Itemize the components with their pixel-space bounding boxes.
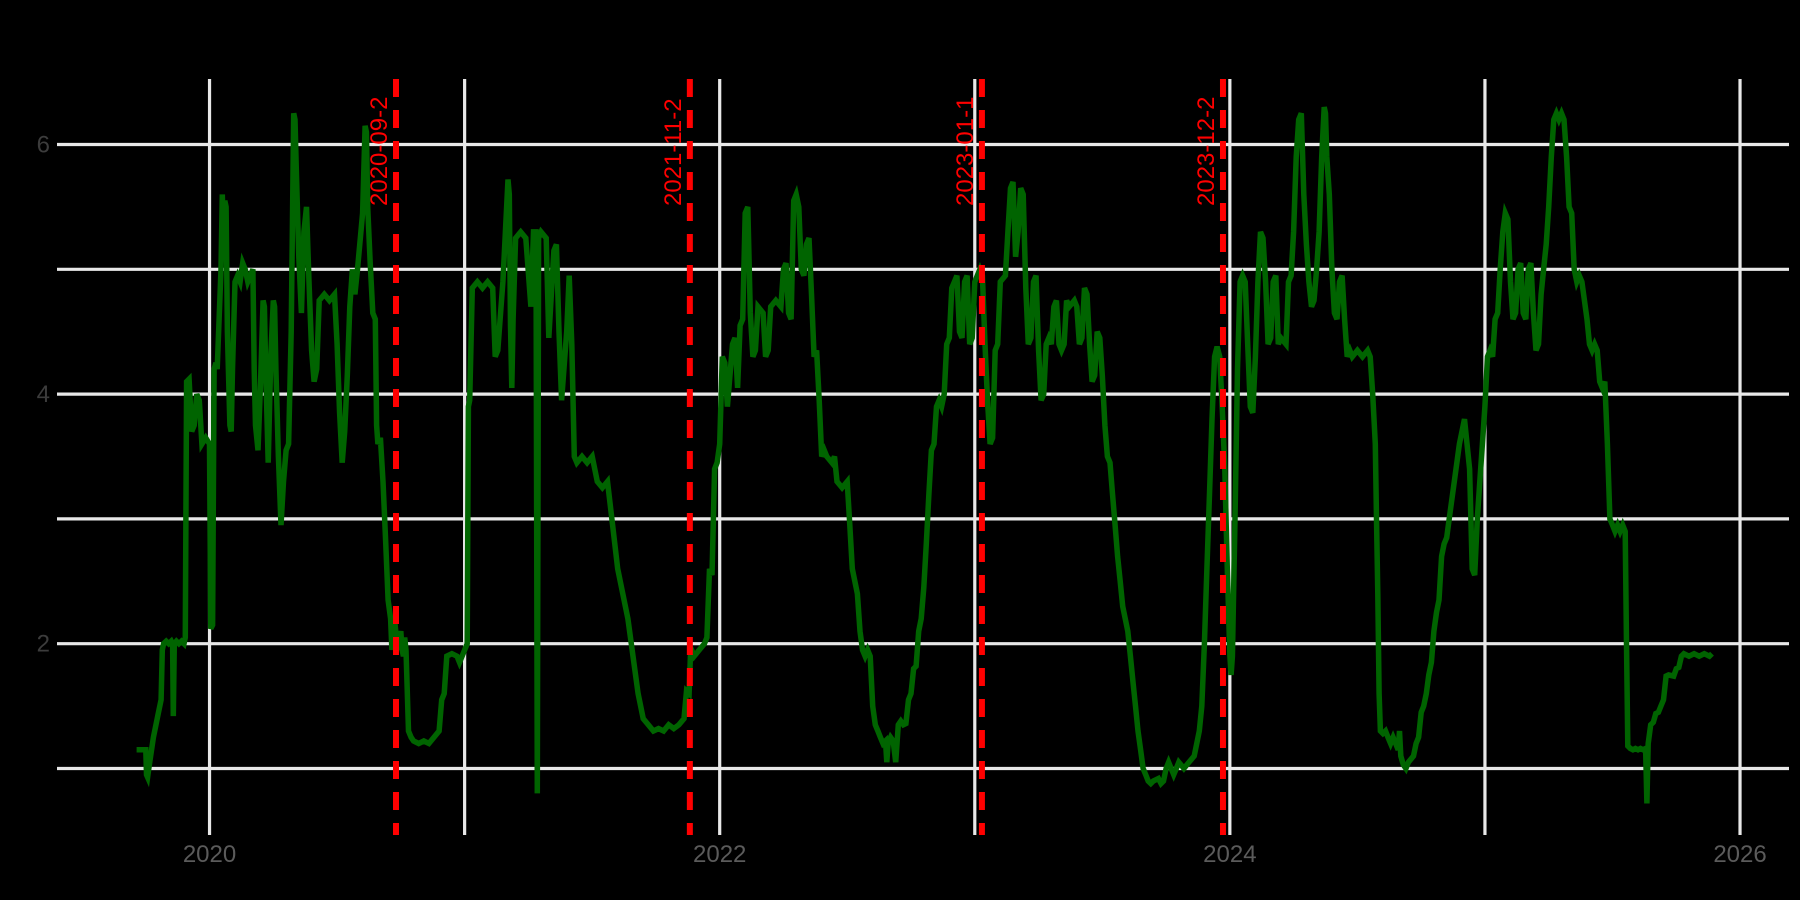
x-tick-label: 2026 (1713, 841, 1766, 868)
y-tick-label: 6 (37, 132, 50, 159)
x-tick-label: 2022 (693, 841, 746, 868)
event-line-label: 2023-12-2 (1193, 97, 1220, 206)
x-tick-label: 2020 (183, 841, 236, 868)
x-tick-label: 2024 (1203, 841, 1256, 868)
event-line-label: 2021-11-2 (660, 98, 687, 206)
event-line-label: 2020-09-2 (366, 97, 393, 206)
y-tick-label: 4 (37, 381, 50, 408)
series-line (136, 105, 1714, 804)
y-tick-label: 2 (37, 631, 50, 658)
event-line-label: 2023-01-1 (952, 97, 979, 206)
